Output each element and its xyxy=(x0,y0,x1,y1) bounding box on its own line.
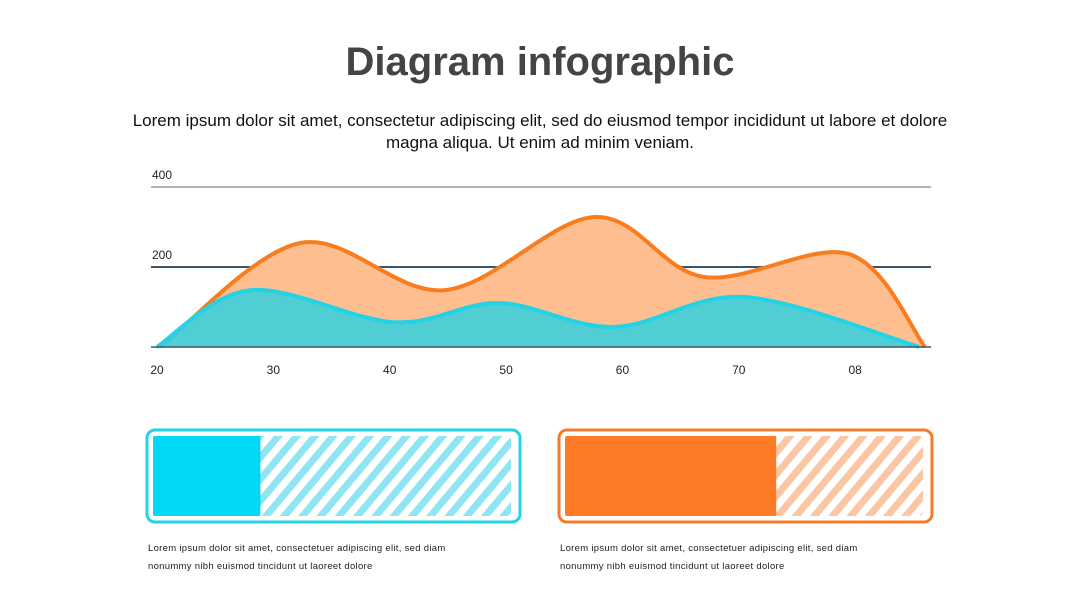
x-tick-label: 40 xyxy=(383,363,397,377)
y-tick-label: 200 xyxy=(152,248,172,262)
x-tick-label: 70 xyxy=(732,363,746,377)
subtitle: Lorem ipsum dolor sit amet, consectetur … xyxy=(132,111,948,152)
line xyxy=(155,287,920,349)
caption: nonummy nibh euismod tincidunt ut laoree… xyxy=(560,561,785,572)
progress-fill xyxy=(565,436,777,516)
x-tick-label: 50 xyxy=(499,363,513,377)
y-tick-label: 400 xyxy=(152,168,172,182)
caption: nonummy nibh euismod tincidunt ut laoree… xyxy=(148,561,373,572)
progress-fill xyxy=(153,436,261,516)
title: Diagram infographic xyxy=(345,40,735,84)
caption: Lorem ipsum dolor sit amet, consectetuer… xyxy=(148,543,446,554)
line xyxy=(159,214,927,349)
x-tick-label: 60 xyxy=(616,363,630,377)
area xyxy=(157,289,920,347)
x-tick-label: 08 xyxy=(849,363,863,377)
x-tick-label: 30 xyxy=(267,363,281,377)
x-tick-label: 20 xyxy=(150,363,164,377)
caption: Lorem ipsum dolor sit amet, consectetuer… xyxy=(560,543,858,554)
